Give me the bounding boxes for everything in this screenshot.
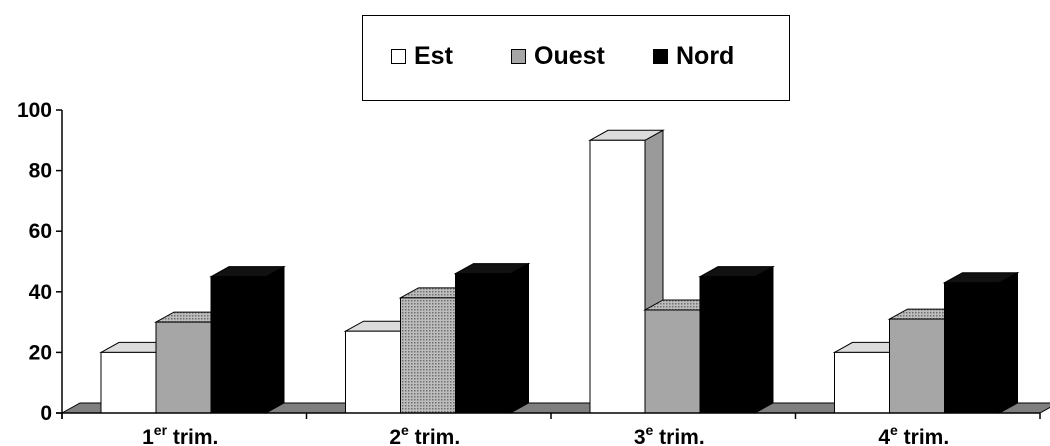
y-tick-label: 100: [17, 99, 52, 122]
bar-front-face: [400, 297, 456, 414]
bar-front-face: [455, 273, 511, 414]
legend-item-ouest: Ouest: [511, 44, 605, 69]
y-tick-label: 20: [29, 341, 52, 364]
axes: 0 20 40 60 80 100 1er trim. 2e trim. 3e trim. 4e …: [17, 99, 1041, 446]
y-tick-label: 60: [29, 220, 52, 243]
legend-label-ouest: Ouest: [534, 42, 605, 70]
bar-front-face: [345, 330, 401, 414]
bar-front-face: [834, 351, 890, 414]
legend-swatch-nord: [653, 49, 668, 64]
legend: Est Ouest Nord: [362, 15, 790, 101]
bar-front-face: [155, 321, 212, 414]
bar-side-face: [754, 265, 774, 414]
legend-label-est: Est: [414, 42, 453, 70]
bar-side-face: [265, 265, 285, 414]
bar-front-face: [210, 276, 267, 414]
x-tick-label: 3e trim.: [634, 422, 705, 446]
legend-swatch-est: [391, 49, 406, 64]
bar-front-face: [699, 276, 756, 414]
x-tick-label: 2e trim.: [389, 422, 460, 446]
y-tick-label: 80: [29, 160, 52, 183]
bar-front-face: [100, 351, 157, 414]
legend-item-nord: Nord: [653, 44, 734, 69]
bar-nord-1: [209, 265, 286, 414]
bar-nord-4: [942, 271, 1020, 414]
x-tick-label: 4e trim.: [878, 422, 949, 446]
bar-side-face: [999, 271, 1018, 414]
bar-front-face: [644, 309, 701, 414]
y-tick-label: 0: [40, 402, 52, 425]
legend-label-nord: Nord: [676, 42, 735, 70]
bar-front-face: [944, 282, 1000, 414]
bar-series: [99, 129, 1020, 414]
x-tick-label: 1er trim.: [142, 422, 218, 446]
bar-nord-2: [453, 262, 531, 414]
legend-swatch-ouest: [511, 49, 526, 64]
bar-front-face: [889, 318, 945, 414]
legend-item-est: Est: [391, 44, 453, 69]
bar-front-face: [589, 139, 646, 414]
bar-side-face: [510, 262, 529, 414]
bar-nord-3: [698, 265, 775, 414]
y-tick-label: 40: [29, 281, 52, 304]
